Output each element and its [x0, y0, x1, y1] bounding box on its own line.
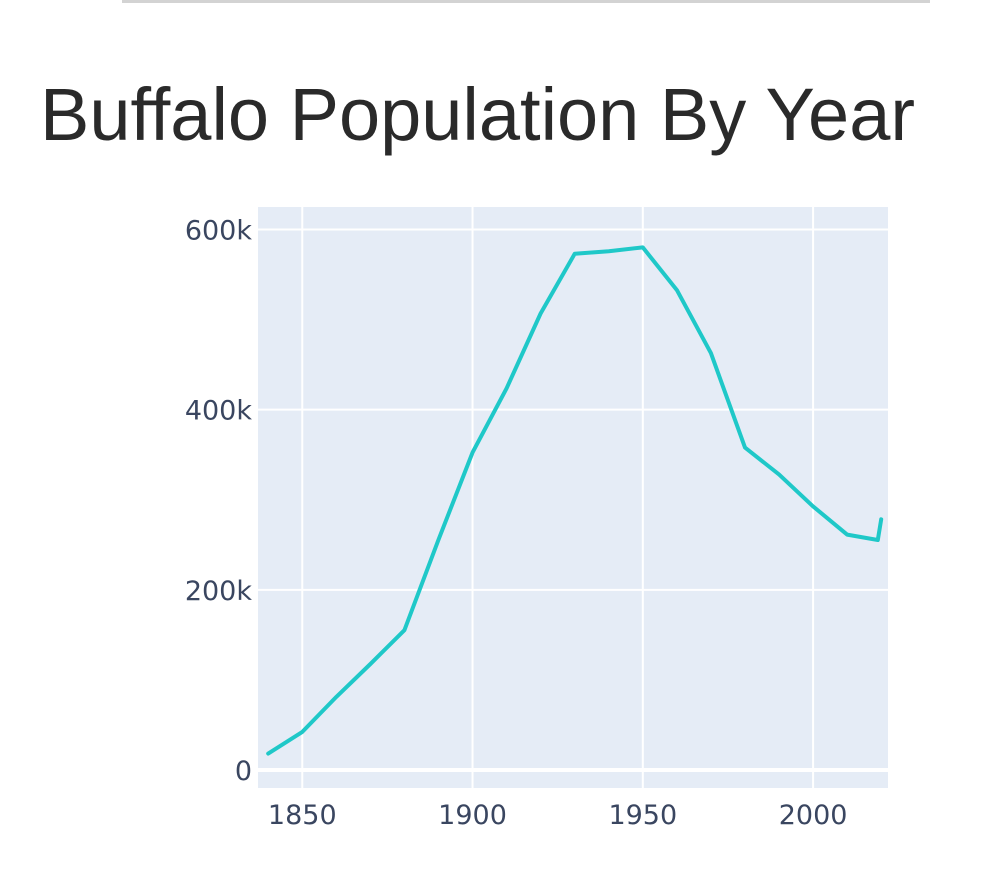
data-point	[266, 752, 270, 756]
x-tick-label: 1950	[608, 800, 677, 831]
data-point	[471, 451, 475, 455]
chart-title: Buffalo Population By Year	[40, 73, 915, 156]
data-point	[876, 538, 880, 542]
y-tick-label: 0	[235, 756, 252, 787]
data-point	[879, 517, 883, 521]
data-point	[709, 351, 713, 355]
population-line	[266, 245, 884, 756]
data-point	[505, 386, 509, 390]
data-point	[777, 472, 781, 476]
data-point	[573, 252, 577, 256]
x-tick-label: 2000	[779, 800, 848, 831]
y-tick-label: 200k	[185, 576, 253, 607]
data-point	[607, 249, 611, 253]
top-divider	[122, 0, 930, 3]
x-tick-label: 1900	[438, 800, 507, 831]
data-point	[811, 504, 815, 508]
data-point	[675, 288, 679, 292]
plot-background	[258, 207, 888, 788]
data-point	[641, 245, 645, 249]
data-point	[539, 311, 543, 315]
data-point	[300, 730, 304, 734]
y-tick-label: 400k	[185, 396, 253, 427]
data-point	[845, 533, 849, 537]
data-point	[743, 446, 747, 450]
data-point	[368, 662, 372, 666]
x-tick-label: 1850	[268, 800, 337, 831]
data-point	[334, 695, 338, 699]
data-point	[402, 628, 406, 632]
data-point	[436, 538, 440, 542]
y-tick-label: 600k	[185, 216, 253, 247]
